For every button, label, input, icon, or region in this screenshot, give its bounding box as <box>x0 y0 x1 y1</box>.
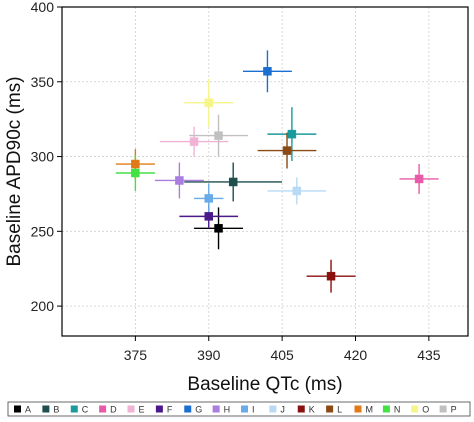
legend-label-O: O <box>422 405 429 415</box>
grid-lines <box>62 6 468 336</box>
legend-label-N: N <box>394 405 401 415</box>
x-tick-label: 420 <box>344 347 368 363</box>
legend-label-E: E <box>139 405 145 415</box>
legend-label-K: K <box>309 405 315 415</box>
y-tick-label: 350 <box>31 74 55 90</box>
legend-label-B: B <box>53 405 59 415</box>
legend-label-C: C <box>82 405 89 415</box>
marker-C <box>287 129 297 139</box>
legend-swatch-I <box>241 405 248 413</box>
marker-F <box>204 212 213 221</box>
legend-swatch-A <box>14 405 21 413</box>
legend-swatch-N <box>382 405 390 413</box>
x-tick-label: 435 <box>417 347 441 363</box>
legend-swatch-E <box>127 405 135 413</box>
legend-label-G: G <box>195 405 202 415</box>
axis-ticks: 375 390 405 420 435 200 250 300 350 400 <box>31 0 441 363</box>
legend-swatch-B <box>42 405 50 413</box>
legend-label-D: D <box>110 405 117 415</box>
legend-label-H: H <box>224 405 231 415</box>
legend-swatch-K <box>297 405 305 413</box>
x-axis-label: Baseline QTc (ms) <box>187 374 342 395</box>
marker-K <box>326 271 336 281</box>
marker-A <box>214 224 223 233</box>
marker-L <box>282 146 292 155</box>
legend-swatch-M <box>354 405 362 413</box>
legend-label-P: P <box>451 405 457 415</box>
marker-H <box>175 176 184 185</box>
y-axis-label: Baseline APD90c (ms) <box>4 76 25 266</box>
marker-M <box>131 159 140 169</box>
marker-N <box>131 168 140 178</box>
plot-area-frame <box>61 6 469 337</box>
marker-B <box>228 177 238 187</box>
marker-I <box>204 194 213 203</box>
data-markers <box>131 67 424 281</box>
y-tick-label: 200 <box>31 298 55 314</box>
marker-E <box>189 137 199 146</box>
legend-swatch-H <box>212 405 220 413</box>
legend-label-A: A <box>25 405 31 415</box>
legend: A B C D E F G H I J K L M N O P <box>7 401 471 417</box>
legend-swatch-L <box>326 405 334 413</box>
y-tick-label: 400 <box>31 0 55 15</box>
marker-G <box>263 67 272 76</box>
legend-label-F: F <box>167 405 173 415</box>
marker-D <box>414 174 424 184</box>
legend-swatch-P <box>439 405 447 413</box>
y-tick-label: 300 <box>31 149 55 165</box>
x-tick-label: 405 <box>270 347 294 363</box>
legend-swatch-G <box>184 405 192 413</box>
legend-swatch-J <box>269 405 277 413</box>
marker-O <box>204 98 213 107</box>
legend-label-J: J <box>280 405 285 415</box>
x-tick-label: 375 <box>124 347 148 363</box>
x-tick-label: 390 <box>197 347 221 363</box>
legend-label-I: I <box>252 405 255 415</box>
error-bars <box>115 50 439 293</box>
marker-J <box>292 186 302 196</box>
marker-P <box>214 131 223 140</box>
legend-swatch-F <box>155 405 163 413</box>
legend-swatch-O <box>411 405 419 413</box>
legend-label-M: M <box>366 405 374 415</box>
legend-swatch-D <box>99 405 107 413</box>
y-tick-label: 250 <box>31 223 55 239</box>
legend-swatch-C <box>70 405 78 413</box>
legend-label-L: L <box>337 405 342 415</box>
